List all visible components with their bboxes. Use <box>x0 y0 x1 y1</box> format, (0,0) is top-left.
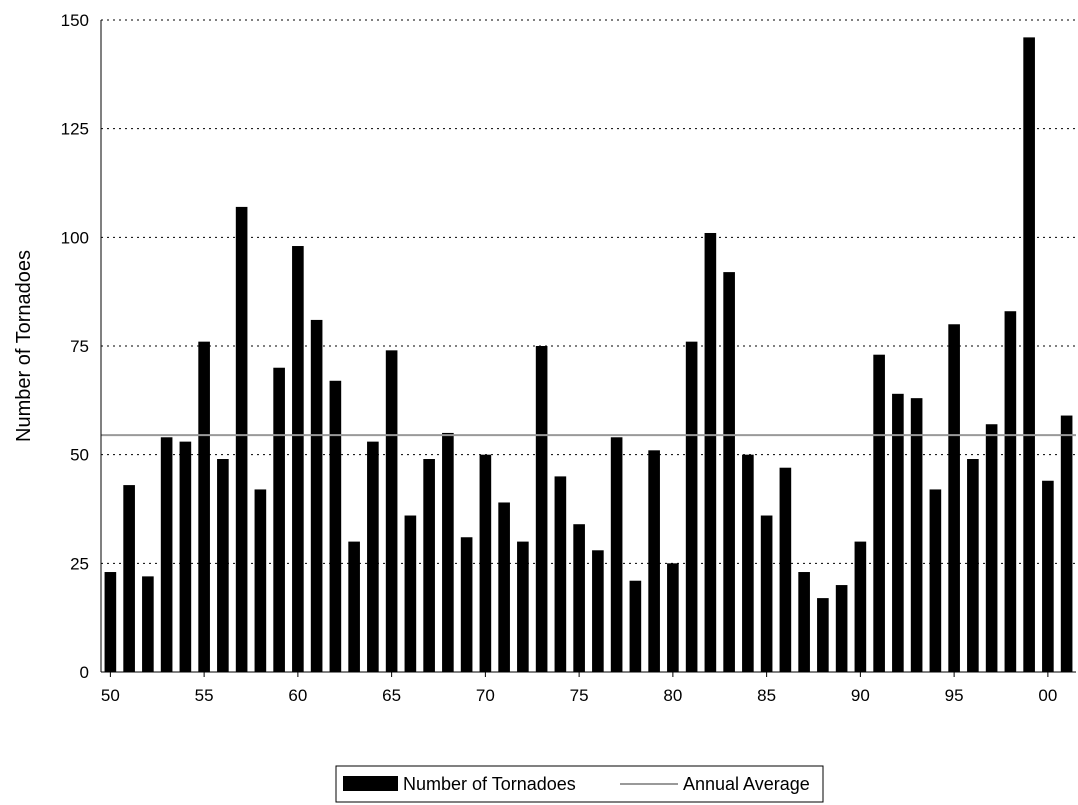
bar-73 <box>535 346 548 672</box>
bar-61 <box>310 319 323 672</box>
bar-92 <box>892 393 904 672</box>
legend-swatch-bars <box>343 776 398 791</box>
bars <box>104 37 1073 673</box>
x-tick-label: 90 <box>851 686 870 705</box>
x-tick-label: 50 <box>101 686 120 705</box>
axes <box>100 20 1076 677</box>
bar-78 <box>629 580 642 672</box>
gridlines <box>101 19 1076 564</box>
bar-94 <box>929 489 942 672</box>
bar-69 <box>460 537 473 672</box>
bar-80 <box>667 563 679 672</box>
bar-60 <box>292 246 304 672</box>
bar-51 <box>123 485 135 672</box>
y-tick-label: 25 <box>70 554 89 573</box>
y-tick-label: 75 <box>70 337 89 356</box>
x-tick-label: 55 <box>195 686 214 705</box>
bar-98 <box>1004 311 1017 672</box>
bar-67 <box>423 459 435 672</box>
bar-01 <box>1060 415 1073 672</box>
bar-65 <box>385 350 398 672</box>
bar-56 <box>217 459 229 672</box>
bar-54 <box>179 441 192 672</box>
bar-77 <box>610 437 623 672</box>
legend-label-average: Annual Average <box>683 774 810 794</box>
y-tick-label: 0 <box>80 663 89 682</box>
x-tick-label: 95 <box>945 686 964 705</box>
bar-57 <box>235 206 248 672</box>
bar-63 <box>348 541 360 672</box>
x-tick-label: 60 <box>288 686 307 705</box>
bar-89 <box>835 585 848 672</box>
bar-88 <box>817 598 829 672</box>
bar-55 <box>198 341 210 672</box>
bar-82 <box>704 232 717 672</box>
bar-96 <box>967 459 979 672</box>
bar-52 <box>142 576 154 672</box>
y-tick-label: 100 <box>61 228 89 247</box>
y-tick-label: 125 <box>61 120 89 139</box>
bar-81 <box>685 341 698 672</box>
y-tick-label: 50 <box>70 446 89 465</box>
bar-90 <box>854 541 867 672</box>
bar-58 <box>254 489 267 672</box>
bar-83 <box>723 272 735 672</box>
bar-62 <box>329 380 342 672</box>
bar-74 <box>554 476 567 672</box>
y-axis-title: Number of Tornadoes <box>13 250 35 442</box>
bar-76 <box>592 550 604 672</box>
bar-71 <box>498 502 510 672</box>
bar-95 <box>948 324 960 672</box>
legend: Number of Tornadoes Annual Average <box>335 765 824 803</box>
y-tick-label: 150 <box>61 11 89 30</box>
bar-50 <box>104 572 117 672</box>
bar-84 <box>742 454 754 672</box>
bar-66 <box>404 515 417 672</box>
bar-72 <box>517 541 529 672</box>
x-tick-label: 00 <box>1038 686 1057 705</box>
bar-97 <box>985 424 998 672</box>
x-tick-label: 70 <box>476 686 495 705</box>
bar-99 <box>1023 37 1035 673</box>
x-tick-labels: 50 55 60 65 70 75 80 85 90 95 00 <box>101 686 1057 705</box>
x-tick-label: 80 <box>663 686 682 705</box>
y-tick-labels: 0 25 50 75 100 125 150 <box>61 11 89 682</box>
x-tick-label: 65 <box>382 686 401 705</box>
bar-87 <box>798 572 810 672</box>
bar-68 <box>442 432 454 672</box>
bar-00 <box>1042 480 1054 672</box>
bar-53 <box>160 437 173 672</box>
bar-91 <box>873 354 885 672</box>
bar-75 <box>573 524 585 672</box>
bar-86 <box>779 467 792 672</box>
bar-93 <box>910 398 923 672</box>
x-tick-label: 85 <box>757 686 776 705</box>
bar-59 <box>273 367 285 672</box>
legend-label-tornadoes: Number of Tornadoes <box>403 774 576 794</box>
bar-85 <box>760 515 773 672</box>
bar-79 <box>648 450 660 672</box>
legend-box <box>335 765 824 803</box>
x-tick-label: 75 <box>570 686 589 705</box>
bar-64 <box>367 441 379 672</box>
bar-70 <box>479 454 492 672</box>
